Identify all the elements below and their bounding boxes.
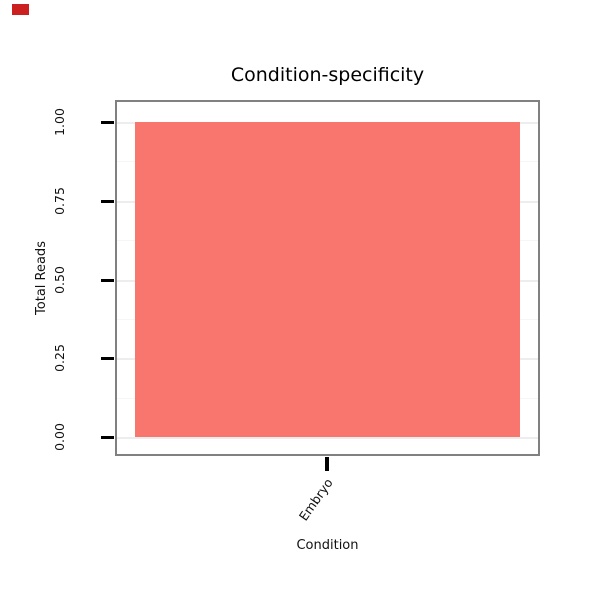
y-tick-label: 0.50 [52,265,67,294]
y-tick-mark [101,121,114,124]
y-tick-mark [101,199,114,203]
y-tick-mark [101,436,114,439]
y-tick-mark [101,357,114,361]
corner-marker [12,4,29,15]
plot-panel [115,100,540,456]
bar-embryo [135,122,520,437]
y-tick-label: 0.00 [52,423,67,451]
y-tick-label: 1.00 [52,108,67,136]
x-axis-title: Condition [296,538,359,553]
x-tick-mark [325,457,329,471]
grid-line [117,437,538,439]
chart-title: Condition-specificity [230,64,425,86]
y-axis-title: Total Reads [34,241,49,315]
x-tick-label: Embryo [295,475,336,524]
y-tick-label: 0.25 [52,344,67,373]
y-tick-label: 0.75 [52,186,67,215]
y-tick-mark [101,278,114,282]
